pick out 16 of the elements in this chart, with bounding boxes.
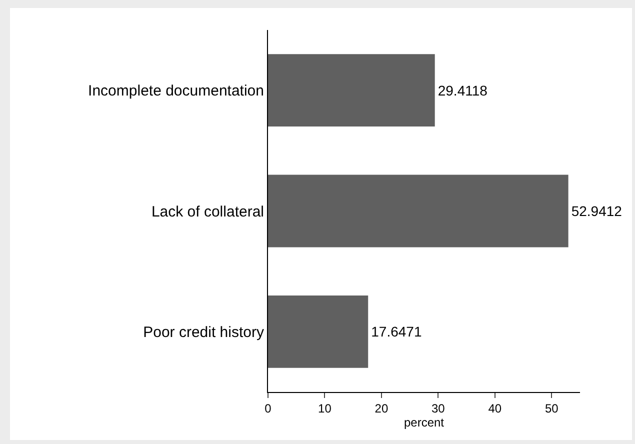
data-label: 17.6471 (371, 324, 422, 340)
bar (268, 54, 435, 127)
y-tick-label: Poor credit history (143, 324, 264, 341)
x-tick-label: 40 (488, 401, 502, 416)
bar (268, 174, 568, 248)
y-tick-label: Incomplete documentation (88, 82, 264, 100)
data-label: 52.9412 (571, 203, 622, 219)
x-tick-label: 30 (432, 401, 446, 416)
x-tick-label: 0 (264, 401, 272, 416)
x-tick-label: 10 (318, 401, 332, 416)
data-label: 29.4118 (438, 82, 488, 98)
bar (268, 295, 368, 368)
y-tick-label: Lack of collateral (151, 203, 264, 220)
x-tick-label: 50 (544, 401, 559, 416)
x-tick-label: 20 (374, 401, 388, 416)
x-axis-title: percent (404, 415, 445, 430)
